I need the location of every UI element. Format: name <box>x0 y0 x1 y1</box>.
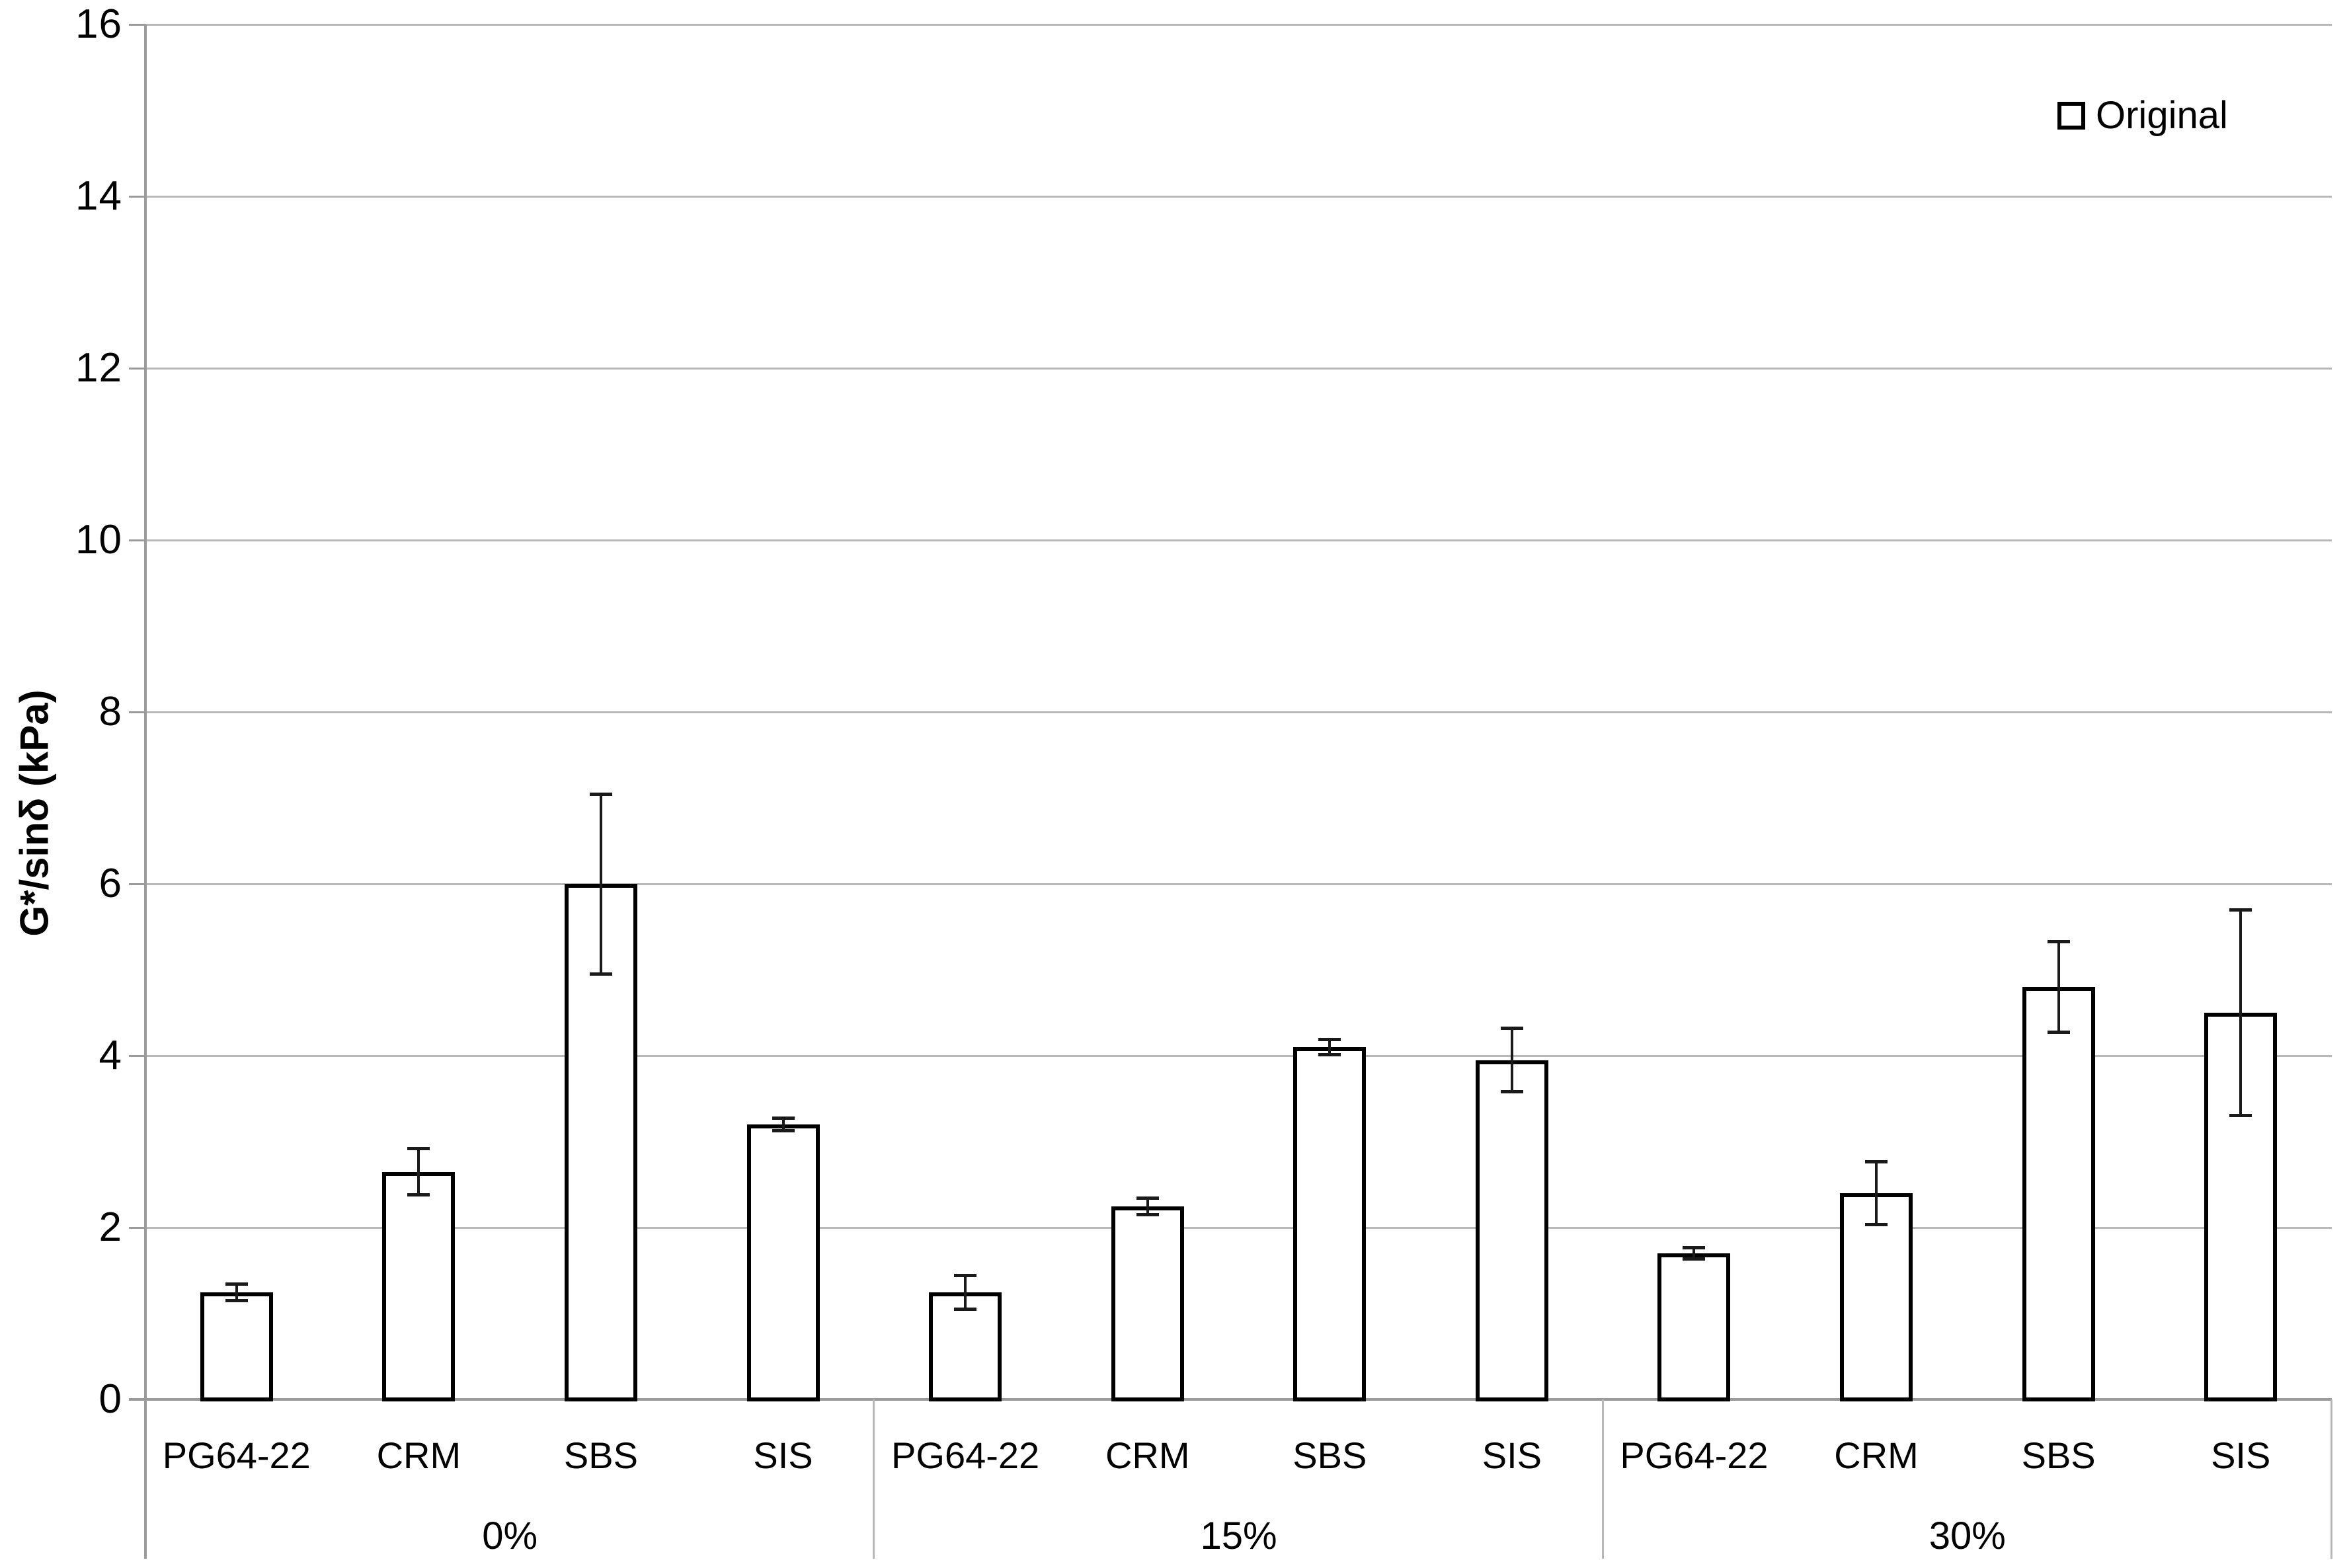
category-label: SIS <box>753 1434 813 1476</box>
error-bar-cap-top <box>1318 1038 1341 1042</box>
y-gridline <box>145 711 2332 713</box>
group-label: 30% <box>1929 1514 2006 1557</box>
error-bar-cap-top <box>2047 940 2070 944</box>
y-tick-label: 12 <box>75 345 122 391</box>
error-bar-cap-bottom <box>1500 1089 1523 1093</box>
legend: Original <box>2057 97 2228 135</box>
y-tick-mark <box>129 1055 145 1057</box>
error-bar-cap-bottom <box>1318 1052 1341 1056</box>
bar <box>929 1292 1002 1401</box>
y-tick-mark <box>129 711 145 713</box>
y-gridline <box>145 883 2332 885</box>
y-gridline <box>145 539 2332 541</box>
error-bar-line <box>1146 1197 1149 1215</box>
error-bar-line <box>1328 1039 1332 1055</box>
y-gridline <box>145 368 2332 370</box>
category-label: PG64-22 <box>1620 1434 1769 1476</box>
y-axis-title: G*/sinδ (kPa) <box>12 689 57 937</box>
group-label: 15% <box>1200 1514 1277 1557</box>
bar <box>382 1171 456 1401</box>
y-tick-label: 6 <box>99 861 122 906</box>
error-bar-cap-bottom <box>1683 1257 1706 1261</box>
error-bar-line <box>235 1283 238 1301</box>
error-bar-cap-top <box>1865 1159 1888 1163</box>
error-bar-cap-bottom <box>589 972 612 976</box>
category-label: SIS <box>1482 1434 1542 1476</box>
y-gridline <box>145 196 2332 198</box>
bar <box>1111 1206 1184 1401</box>
error-bar-line <box>781 1117 785 1132</box>
category-label: SBS <box>563 1434 638 1476</box>
y-tick-mark <box>129 24 145 26</box>
error-bar-cap-top <box>772 1116 795 1120</box>
error-bar-cap-bottom <box>954 1307 977 1311</box>
error-bar-cap-bottom <box>1136 1212 1159 1216</box>
category-label: CRM <box>376 1434 461 1476</box>
error-bar-line <box>1875 1161 1878 1226</box>
y-tick-mark <box>129 368 145 370</box>
y-gridline <box>145 24 2332 26</box>
category-label: CRM <box>1105 1434 1190 1476</box>
y-tick-label: 8 <box>99 689 122 734</box>
error-bar-cap-bottom <box>772 1129 795 1133</box>
group-separator <box>1601 1399 1604 1559</box>
error-bar-line <box>964 1274 967 1310</box>
y-tick-label: 14 <box>75 173 122 219</box>
bar <box>1293 1047 1367 1401</box>
category-label: SBS <box>2021 1434 2096 1476</box>
legend-label: Original <box>2096 94 2228 137</box>
y-tick-mark <box>129 196 145 198</box>
error-bar-cap-bottom <box>1865 1223 1888 1227</box>
error-bar-line <box>599 793 602 974</box>
category-label: SIS <box>2211 1434 2271 1476</box>
error-bar-cap-bottom <box>407 1193 430 1196</box>
y-axis-line <box>144 24 147 1559</box>
x-axis-line <box>129 1398 2332 1401</box>
bar <box>1657 1253 1731 1401</box>
bar <box>2022 987 2095 1401</box>
y-gridline <box>145 1055 2332 1057</box>
error-bar-line <box>417 1148 420 1195</box>
bar <box>1475 1060 1548 1401</box>
group-separator <box>873 1399 875 1559</box>
error-bar-cap-top <box>407 1147 430 1151</box>
error-bar-cap-top <box>589 792 612 796</box>
error-bar-cap-bottom <box>225 1298 248 1302</box>
y-tick-mark <box>129 883 145 885</box>
error-bar-cap-top <box>2229 908 2252 912</box>
error-bar-cap-bottom <box>2229 1114 2252 1117</box>
legend-swatch-original <box>2057 102 2085 130</box>
error-bar-line <box>1510 1028 1513 1092</box>
error-bar-cap-top <box>225 1282 248 1286</box>
y-tick-label: 0 <box>99 1376 122 1422</box>
error-bar-cap-top <box>954 1273 977 1277</box>
group-label: 0% <box>482 1514 538 1557</box>
error-bar-cap-top <box>1500 1027 1523 1031</box>
y-tick-label: 2 <box>99 1204 122 1250</box>
error-bar-line <box>2057 941 2060 1033</box>
bar <box>746 1124 820 1401</box>
error-bar-cap-top <box>1683 1245 1706 1249</box>
error-bar-line <box>2239 910 2243 1116</box>
y-tick-label: 16 <box>75 1 122 47</box>
y-gridline <box>145 1227 2332 1229</box>
y-tick-mark <box>129 1227 145 1229</box>
category-label: PG64-22 <box>162 1434 311 1476</box>
y-tick-label: 10 <box>75 517 122 563</box>
category-label: PG64-22 <box>891 1434 1040 1476</box>
category-label: SBS <box>1293 1434 1367 1476</box>
error-bar-cap-top <box>1136 1196 1159 1200</box>
y-tick-mark <box>129 539 145 541</box>
error-bar-cap-bottom <box>2047 1030 2070 1034</box>
y-tick-label: 4 <box>99 1033 122 1078</box>
error-bar-line <box>1692 1247 1696 1260</box>
group-separator <box>2330 1399 2332 1559</box>
bar <box>200 1292 273 1401</box>
category-label: CRM <box>1834 1434 1919 1476</box>
